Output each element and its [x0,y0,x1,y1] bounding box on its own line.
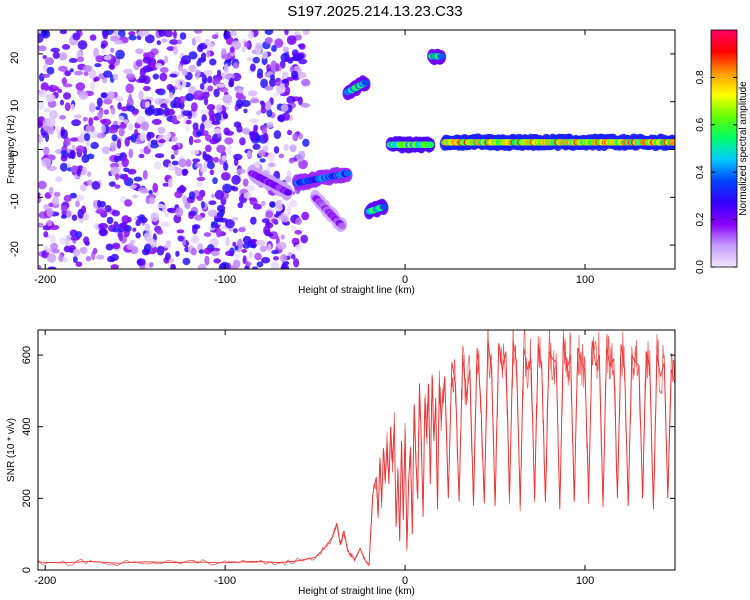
spectral-feature-5 [364,198,389,220]
snr-line-group [38,330,675,567]
y-tick-label: 600 [21,346,33,364]
colorbar-tick-label: 0.2 [695,212,706,226]
x-tick-label: 100 [576,575,594,587]
y-tick-label: 200 [21,489,33,507]
colorbar: 0.0 0.2 0.4 0.6 0.8 Normalized spectral ampli… [695,29,749,274]
y-tick-label: 20 [9,52,21,64]
spectral-feature-0 [38,30,311,269]
spectral-feature-1 [247,164,294,201]
x-axis-label: Height of straight line (km) [298,586,415,597]
spectral-feature-4 [342,75,371,101]
colorbar-label: Normalized spectral amplitude [738,81,749,216]
snr-panel: -200 -100 0 100 0 200 400 600 Height of straight… [6,329,676,597]
colorbar-tick-label: 0.4 [695,165,706,179]
y-tick-label: 10 [9,100,21,112]
colorbar-tick-label: 0.0 [695,260,706,274]
figure-title: S197.2025.214.13.23.C33 [287,3,462,20]
y-tick-label: -10 [9,193,21,209]
y-tick-label: 0 [9,150,21,156]
y-axis-label: Frequency (Hz) [6,115,17,184]
x-tick-label: 0 [402,575,408,587]
x-tick-label: -200 [34,274,56,286]
colorbar-gradient [710,29,738,268]
y-tick-label: 0 [21,567,33,573]
spectral-feature-3 [310,189,348,233]
spectrogram-blobs [38,30,675,269]
y-tick-label: -20 [9,241,21,257]
x-axis-label: Height of straight line (km) [298,285,415,296]
x-tick-label: -100 [214,274,236,286]
x-tick-label: 0 [402,274,408,286]
snr-series-texture [38,330,675,567]
x-tick-label: -100 [214,575,236,587]
spectral-feature-6 [385,136,436,154]
y-axis-label: SNR (10 * v/v) [6,418,17,482]
x-tick-label: 100 [576,274,594,286]
colorbar-tick-label: 0.6 [695,117,706,131]
spectral-feature-8 [439,133,675,152]
colorbar-tick-label: 0.8 [695,70,706,84]
snr-frame [37,329,676,571]
spectral-feature-7 [427,48,447,66]
y-tick-label: 400 [21,418,33,436]
x-tick-label: -200 [34,575,56,587]
spectral-feature-2 [292,167,353,191]
